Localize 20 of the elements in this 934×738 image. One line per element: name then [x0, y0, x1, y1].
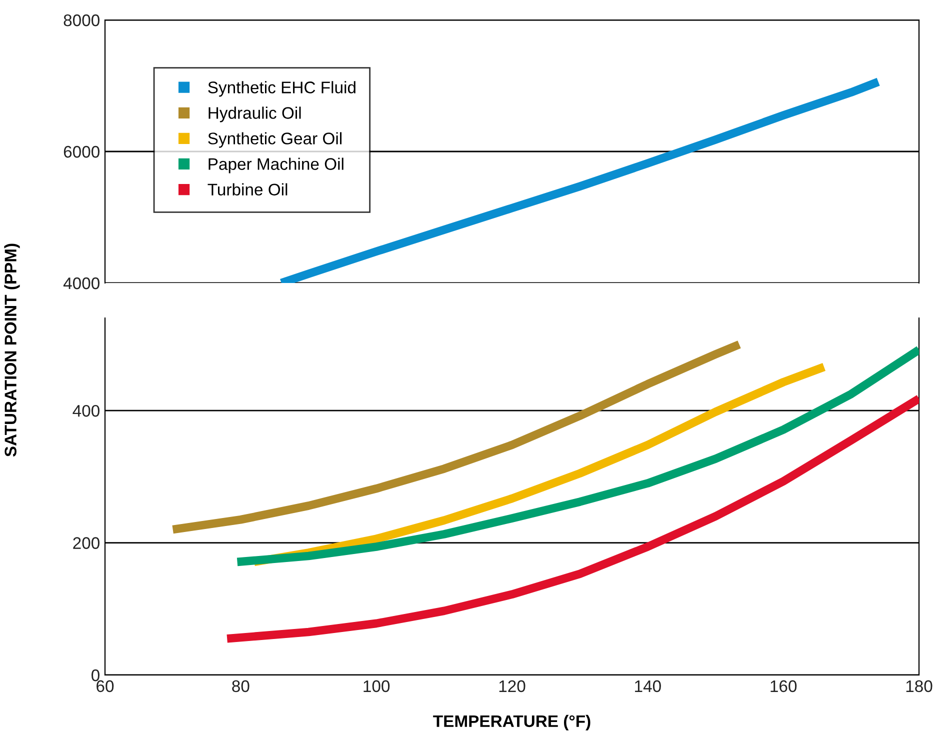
y-tick-label: 200: [73, 537, 100, 549]
y-tick-label: 400: [72, 404, 100, 417]
y-axis-title: SATURATION POINT (PPM): [4, 244, 20, 457]
x-tick-label: 100: [364, 680, 390, 692]
x-axis-title: TEMPERATURE (°F): [433, 714, 590, 730]
x-tick-label: 180: [906, 680, 932, 692]
x-tick-label: 140: [635, 680, 661, 692]
legend-label: Hydraulic Oil: [208, 106, 301, 122]
y-tick-label: 6000: [64, 146, 100, 158]
legend-label: Turbine Oil: [208, 183, 288, 196]
legend-label: Synthetic EHC Fluid: [208, 81, 356, 97]
x-tick-label: 60: [96, 680, 114, 692]
x-tick-label: 120: [499, 680, 526, 692]
x-tick-label: 160: [770, 680, 797, 692]
legend-label: Paper Machine Oil: [208, 158, 344, 174]
x-tick-label: 80: [232, 680, 250, 692]
y-tick-label: 0: [92, 669, 100, 682]
y-tick-label: 8000: [64, 14, 100, 26]
legend-label: Synthetic Gear Oil: [208, 132, 342, 148]
y-tick-label: 4000: [63, 277, 100, 290]
